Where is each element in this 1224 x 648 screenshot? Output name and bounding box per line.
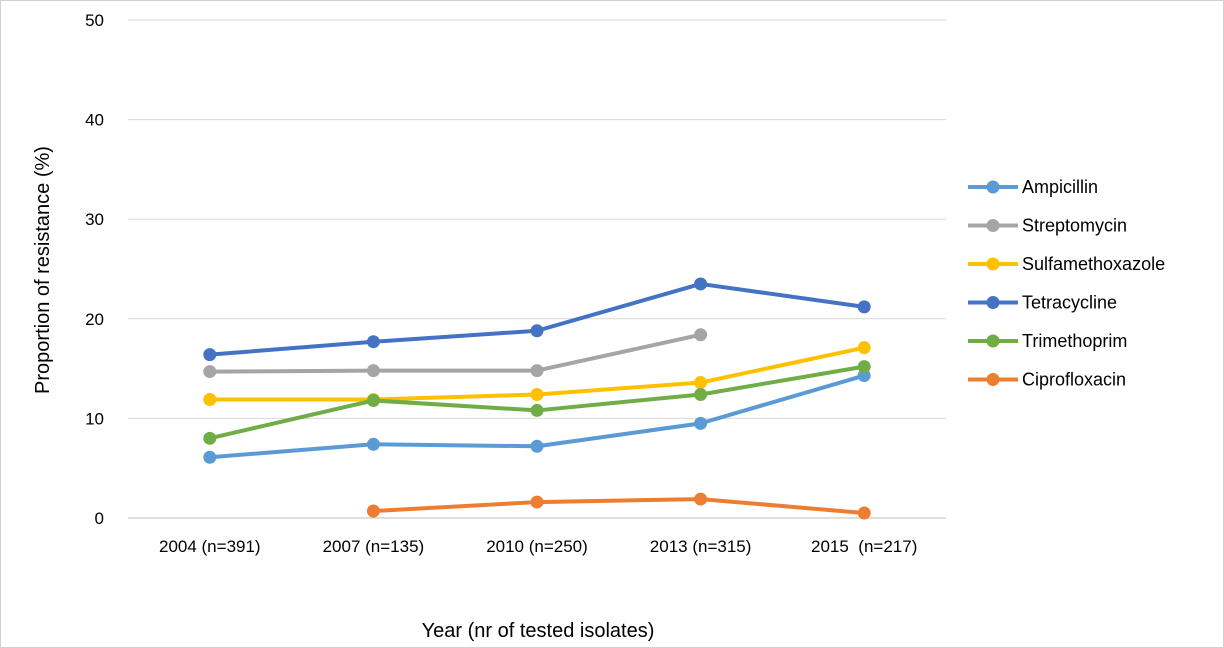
series-lines: [203, 277, 871, 520]
series-line: [207, 332, 703, 374]
data-point: [366, 364, 380, 378]
gridlines: [128, 19, 946, 519]
data-point: [530, 439, 544, 453]
legend-swatch-marker: [986, 373, 1000, 386]
legend-swatch-marker: [986, 296, 1000, 309]
data-point: [530, 364, 544, 378]
x-tick-label: 2015 (n=217): [811, 537, 917, 556]
y-axis-ticks: 0 10 20 30 40 50: [85, 11, 104, 528]
x-axis-ticks: 2004 (n=391) 2007 (n=135) 2010 (n=250) 2013…: [159, 537, 917, 556]
x-tick-label: 2007 (n=135): [323, 537, 425, 556]
data-point: [366, 437, 380, 451]
data-point: [366, 335, 380, 349]
legend-item: Ampicillin: [968, 177, 1098, 197]
series-ampicillin: [203, 369, 871, 464]
data-point: [203, 365, 217, 379]
data-point: [857, 341, 871, 355]
data-point: [694, 277, 708, 291]
y-axis-title: Proportion of resistance (%): [32, 146, 54, 394]
x-axis-title: Year (nr of tested isolates): [422, 620, 655, 642]
series-line: [371, 497, 867, 516]
series-streptomycin: [203, 328, 708, 379]
series-trimethoprim: [203, 360, 871, 445]
data-point: [366, 393, 380, 407]
data-point: [366, 504, 380, 518]
data-point: [530, 495, 544, 509]
data-point: [203, 392, 217, 406]
x-tick-label: 2004 (n=391): [159, 537, 261, 556]
y-tick-label: 20: [85, 310, 104, 329]
legend-label: Streptomycin: [1022, 216, 1127, 236]
data-point: [203, 431, 217, 445]
data-point: [694, 492, 708, 506]
y-tick-label: 50: [85, 11, 104, 30]
x-tick-label: 2013 (n=315): [650, 537, 752, 556]
legend-item: Sulfamethoxazole: [968, 254, 1165, 274]
y-tick-label: 10: [85, 409, 104, 428]
series-tetracycline: [203, 277, 871, 362]
legend-label: Ampicillin: [1022, 177, 1098, 197]
data-point: [694, 328, 708, 342]
legend-item: Tetracycline: [968, 293, 1117, 313]
data-point: [857, 369, 871, 383]
data-point: [530, 387, 544, 401]
series-ciprofloxacin: [366, 492, 871, 520]
legend-swatch-marker: [986, 180, 1000, 194]
y-tick-label: 40: [85, 111, 104, 130]
legend: Ampicillin Streptomycin Sulfamethoxazole Te…: [968, 177, 1165, 390]
data-point: [203, 450, 217, 464]
legend-swatch-marker: [986, 219, 1000, 232]
data-point: [857, 506, 871, 520]
legend-label: Trimethoprim: [1022, 331, 1127, 351]
y-tick-label: 30: [85, 210, 104, 229]
legend-swatch-marker: [986, 334, 1000, 348]
y-tick-label: 0: [95, 509, 104, 528]
x-tick-label: 2010 (n=250): [486, 537, 588, 556]
data-point: [857, 300, 871, 314]
legend-item: Trimethoprim: [968, 331, 1127, 351]
data-point: [530, 324, 544, 338]
data-point: [694, 387, 708, 401]
data-point: [203, 348, 217, 362]
legend-item: Streptomycin: [968, 216, 1127, 236]
legend-label: Ciprofloxacin: [1022, 370, 1126, 390]
data-point: [694, 416, 708, 430]
legend-label: Sulfamethoxazole: [1022, 254, 1165, 274]
legend-swatch-marker: [986, 257, 1000, 271]
data-point: [857, 360, 871, 374]
data-point: [694, 376, 708, 390]
legend-item: Ciprofloxacin: [968, 370, 1126, 390]
legend-label: Tetracycline: [1022, 293, 1117, 313]
data-point: [530, 403, 544, 417]
